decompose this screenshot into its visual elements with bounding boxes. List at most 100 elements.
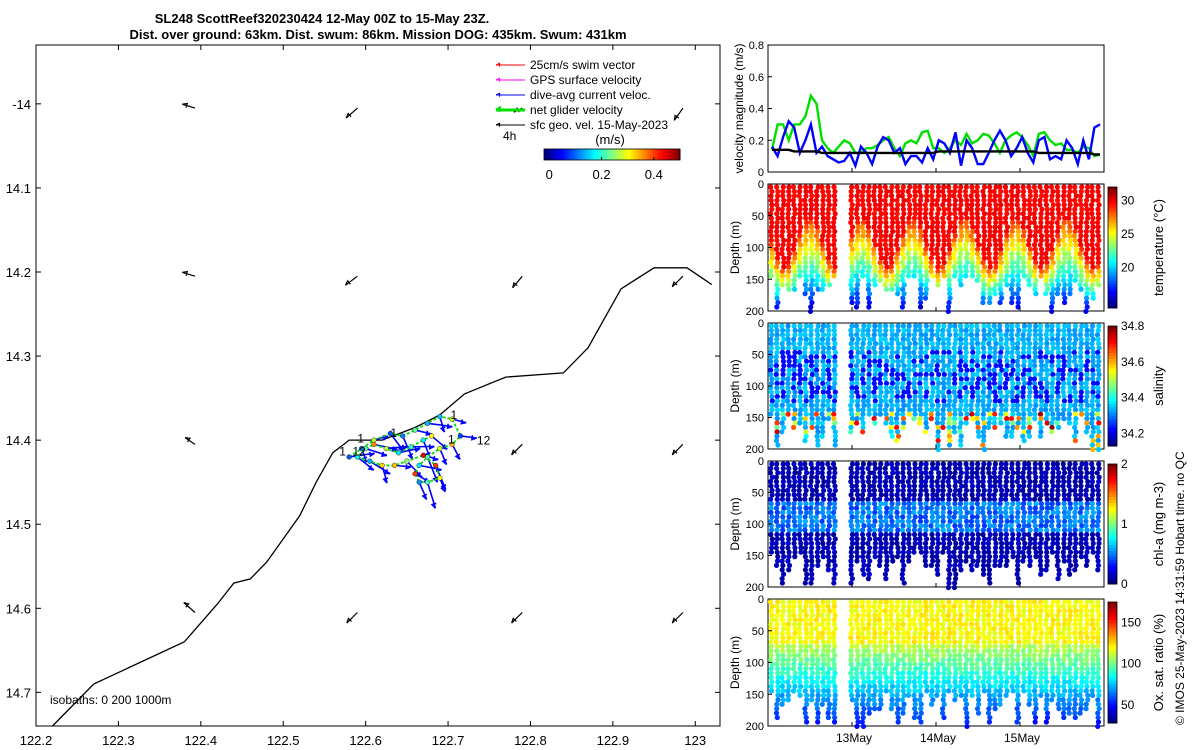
salinity-sample-dot bbox=[980, 438, 987, 444]
chl-a-sample-dot bbox=[999, 540, 1005, 546]
salinity-sample-dot bbox=[884, 345, 890, 351]
chl-a-sample-dot bbox=[975, 523, 981, 529]
chl-a-sample-dot bbox=[872, 540, 878, 546]
salinity-sample-dot bbox=[975, 349, 981, 356]
salinity-sample-dot bbox=[1078, 376, 1084, 382]
chl-a-sample-dot bbox=[769, 545, 775, 551]
oxygen-sample-dot bbox=[854, 714, 861, 721]
salinity-sample-dot bbox=[928, 411, 934, 417]
salinity-sample-dot bbox=[883, 380, 890, 386]
oxygen-sample-dot bbox=[848, 630, 854, 636]
salinity-sample-dot bbox=[797, 327, 803, 334]
salinity-sample-dot bbox=[872, 420, 878, 426]
temperature-sample-dot bbox=[803, 273, 809, 279]
chl-a-sample-dot bbox=[992, 483, 998, 489]
salinity-sample-dot bbox=[888, 354, 894, 360]
salinity-sample-dot bbox=[951, 416, 958, 422]
oxygen-sample-dot bbox=[802, 670, 808, 676]
salinity-sample-dot bbox=[1072, 407, 1079, 413]
salinity-sample-dot bbox=[872, 367, 879, 373]
salinity-sample-dot bbox=[785, 332, 791, 338]
chl-a-sample-dot bbox=[827, 487, 833, 494]
temperature-sample-dot bbox=[1060, 211, 1066, 217]
chl-a-sample-dot bbox=[802, 483, 808, 489]
chl-a-sample-dot bbox=[769, 474, 775, 480]
temperature-sample-dot bbox=[779, 206, 785, 212]
salinity-sample-dot bbox=[1048, 393, 1055, 400]
salinity-sample-dot bbox=[963, 393, 969, 400]
chl-a-sample-dot bbox=[809, 562, 815, 569]
chl-a-sample-dot bbox=[774, 483, 780, 489]
salinity-sample-dot bbox=[877, 354, 884, 360]
chl-a-sample-dot bbox=[947, 487, 953, 494]
temperature-sample-dot bbox=[831, 184, 837, 190]
temperature-sample-dot bbox=[946, 299, 952, 306]
temperature-sample-dot bbox=[803, 219, 810, 226]
temperature-sample-dot bbox=[883, 286, 890, 292]
chl-a-sample-dot bbox=[854, 527, 861, 533]
chl-a-sample-dot bbox=[929, 527, 935, 533]
dive-current-vector bbox=[410, 444, 435, 450]
salinity-sample-dot bbox=[906, 323, 912, 329]
chl-a-sample-dot bbox=[882, 545, 889, 551]
salinity-sample-dot bbox=[1027, 411, 1033, 417]
temperature-sample-dot bbox=[946, 188, 953, 195]
chl-a-sample-dot bbox=[1020, 527, 1026, 533]
salinity-sample-dot bbox=[1049, 336, 1055, 342]
chl-a-sample-dot bbox=[831, 554, 838, 560]
salinity-sample-dot bbox=[895, 327, 901, 334]
temperature-sample-dot bbox=[877, 184, 883, 190]
map-x-tick-label: 122.3 bbox=[102, 733, 135, 748]
salinity-sample-dot bbox=[1027, 327, 1033, 334]
temperature-sample-dot bbox=[831, 251, 837, 257]
salinity-sample-dot bbox=[974, 363, 981, 369]
chl-a-sample-dot bbox=[1010, 470, 1016, 476]
chl-a-sample-dot bbox=[786, 465, 792, 472]
temperature-sample-dot bbox=[1015, 304, 1021, 310]
salinity-sample-dot bbox=[780, 358, 787, 364]
chl-a-sample-dot bbox=[1003, 505, 1009, 511]
salinity-sample-dot bbox=[1095, 402, 1101, 408]
temperature-sample-dot bbox=[825, 233, 832, 239]
chl-a-sample-dot bbox=[923, 545, 929, 551]
sfc-geo-vector bbox=[182, 102, 196, 109]
temperature-sample-dot bbox=[958, 202, 964, 208]
salinity-sample-dot bbox=[975, 420, 981, 426]
colorbar-segment bbox=[566, 149, 570, 160]
chl-a-sample-dot bbox=[768, 518, 774, 524]
chl-a-sample-dot bbox=[993, 487, 999, 494]
oxygen-sample-dot bbox=[854, 666, 860, 672]
temperature-sample-dot bbox=[1095, 215, 1102, 221]
salinity-sample-dot bbox=[1071, 385, 1077, 391]
salinity-sample-dot bbox=[1049, 327, 1055, 334]
chl-a-sample-dot bbox=[780, 540, 786, 546]
chl-a-sample-dot bbox=[957, 523, 963, 529]
chl-a-sample-dot bbox=[1083, 514, 1089, 520]
chl-a-sample-dot bbox=[865, 496, 871, 502]
temperature-sample-dot bbox=[780, 219, 786, 226]
temperature-sample-dot bbox=[991, 197, 998, 203]
chl-a-sample-dot bbox=[1089, 479, 1095, 485]
chl-a-sample-dot bbox=[1044, 549, 1050, 555]
temperature-sample-dot bbox=[1084, 277, 1090, 283]
chl-a-sample-dot bbox=[1061, 523, 1068, 529]
temperature-sample-dot bbox=[820, 219, 826, 226]
chl-a-sample-dot bbox=[986, 470, 992, 476]
temperature-sample-dot bbox=[1020, 268, 1026, 275]
salinity-sample-dot bbox=[917, 393, 924, 400]
temperature-sample-dot bbox=[1031, 184, 1037, 190]
temperature-sample-dot bbox=[1049, 255, 1055, 261]
chl-a-sample-dot bbox=[785, 505, 791, 511]
chl-a-sample-dot bbox=[860, 536, 866, 542]
salinity-sample-dot bbox=[1094, 398, 1101, 404]
temperature-sample-dot bbox=[1044, 259, 1050, 266]
salinity-sample-dot bbox=[1084, 393, 1090, 400]
chl-a-sample-dot bbox=[871, 523, 877, 529]
salinity-sample-dot bbox=[1049, 363, 1055, 369]
chl-a-sample-dot bbox=[1090, 518, 1096, 524]
salinity-sample-dot bbox=[1055, 354, 1061, 360]
temperature-sample-dot bbox=[894, 251, 901, 257]
chl-a-sample-dot bbox=[865, 567, 871, 573]
temperature-sample-dot bbox=[848, 188, 854, 195]
temperature-sample-dot bbox=[779, 211, 785, 217]
